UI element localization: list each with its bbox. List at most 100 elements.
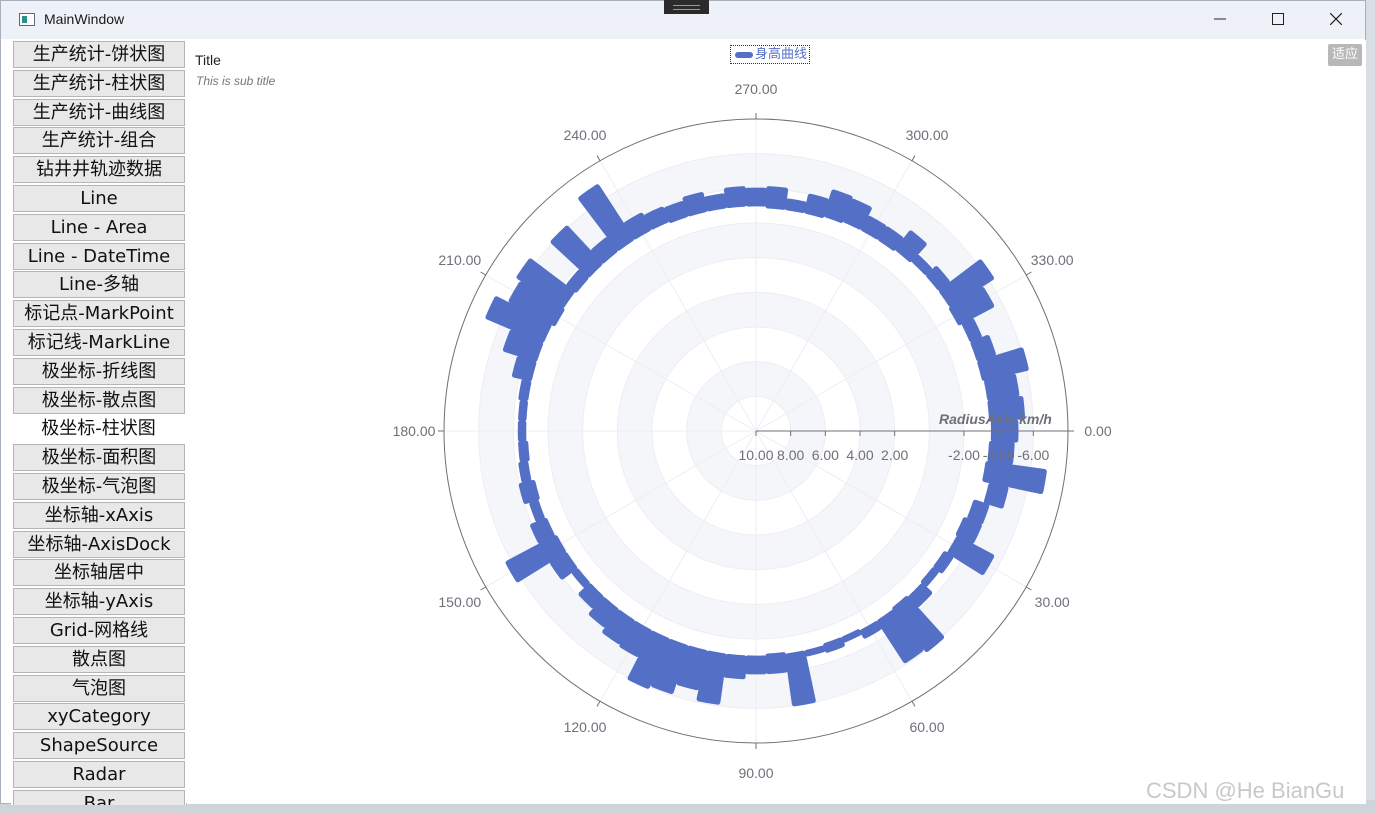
chart-subtitle: This is sub title: [196, 74, 276, 88]
angle-tick: [1025, 271, 1032, 276]
maximize-icon: [1272, 13, 1284, 25]
polar-bar: [878, 226, 904, 251]
polar-bar: [650, 639, 689, 694]
polar-bar: [983, 482, 1009, 509]
polar-bar: [518, 399, 528, 422]
polar-bar: [505, 535, 566, 583]
radius-tick-label: -6.00: [1017, 447, 1049, 463]
sidebar-item[interactable]: 标记点-MarkPoint: [13, 300, 185, 328]
legend-item[interactable]: 身高曲线: [730, 45, 811, 64]
sidebar-item[interactable]: 坐标轴-xAxis: [13, 501, 185, 529]
polar-bar: [619, 621, 652, 657]
radius-tick-label: 10.00: [738, 447, 773, 463]
polar-bar: [982, 461, 1047, 495]
sidebar-item[interactable]: Bar: [13, 789, 185, 805]
polar-bar: [920, 567, 939, 587]
sidebar-item[interactable]: 生产统计-曲线图: [13, 98, 185, 126]
close-button[interactable]: [1307, 1, 1365, 39]
sidebar-item[interactable]: 极坐标-散点图: [13, 386, 185, 414]
polar-bar: [602, 609, 635, 645]
sidebar-item[interactable]: 坐标轴-AxisDock: [13, 530, 185, 558]
polar-bar: [485, 296, 552, 343]
polar-bar: [908, 583, 933, 608]
polar-bar: [785, 650, 816, 707]
app-icon: [19, 13, 35, 26]
angle-tick: [480, 586, 487, 591]
polar-bar: [804, 193, 829, 219]
polar-bar: [550, 225, 603, 278]
polar-bar: [591, 237, 618, 264]
sidebar-item[interactable]: 极坐标-面积图: [13, 444, 185, 472]
sidebar-item[interactable]: Grid-网格线: [13, 616, 185, 644]
polar-bar: [644, 206, 670, 230]
polar-bar: [518, 460, 532, 483]
radius-tick-label: 6.00: [812, 447, 839, 463]
polar-bar: [911, 254, 933, 276]
angle-tick-label: 300.00: [906, 127, 949, 143]
close-icon: [1329, 12, 1343, 26]
angle-tick-label: 210.00: [438, 252, 481, 268]
sidebar-item[interactable]: Line-多轴: [13, 271, 185, 299]
sidebar-item[interactable]: 生产统计-组合: [13, 127, 185, 155]
polar-bar: [841, 629, 862, 643]
polar-bar: [961, 318, 982, 343]
sidebar-item[interactable]: 散点图: [13, 645, 185, 673]
sidebar-item[interactable]: 生产统计-饼状图: [13, 41, 185, 68]
radius-tick-label: -4.00: [983, 447, 1015, 463]
sidebar-item[interactable]: Line - DateTime: [13, 242, 185, 270]
legend-swatch: [735, 51, 753, 58]
radius-tick-label: -2.00: [948, 447, 980, 463]
sidebar-item[interactable]: 坐标轴居中: [13, 559, 185, 587]
polar-bar: [765, 652, 788, 675]
maximize-button[interactable]: [1249, 1, 1307, 39]
polar-bar: [955, 517, 982, 544]
polar-bar: [578, 583, 604, 609]
radius-tick-label: 4.00: [846, 447, 873, 463]
sidebar-item[interactable]: 极坐标-气泡图: [13, 472, 185, 500]
sidebar-item[interactable]: ShapeSource: [13, 732, 185, 760]
polar-bar: [938, 259, 994, 307]
angle-tick: [911, 700, 916, 707]
polar-bar: [987, 440, 1015, 465]
sidebar-item[interactable]: Line - Area: [13, 213, 185, 241]
title-bar: MainWindow: [1, 1, 1365, 39]
angle-tick: [911, 155, 916, 162]
sidebar-item[interactable]: 钻井井轨迹数据: [13, 156, 185, 184]
polar-bar: [518, 379, 532, 402]
minimize-button[interactable]: [1191, 1, 1249, 39]
polar-bar: [623, 212, 652, 240]
sidebar-item[interactable]: 生产统计-柱状图: [13, 69, 185, 97]
grid-spoke: [599, 160, 757, 432]
chart-title: Title: [195, 52, 221, 68]
window-drag-handle[interactable]: [664, 0, 709, 14]
angle-tick-label: 180.00: [393, 423, 436, 439]
fit-button[interactable]: 适应: [1328, 44, 1362, 66]
sidebar-item[interactable]: 极坐标-柱状图: [11, 415, 186, 443]
polar-bar-chart: 0.00 30.00 60.00 90.00 120.00 150.00 180.00 210…: [393, 81, 1112, 781]
polar-bar: [676, 645, 708, 691]
polar-bar: [566, 269, 589, 293]
polar-bar: [842, 198, 872, 230]
sidebar-item[interactable]: xyCategory: [13, 703, 185, 731]
sidebar-item[interactable]: 气泡图: [13, 674, 185, 702]
polar-bar: [723, 186, 747, 209]
radius-tick-label: 2.00: [881, 447, 908, 463]
sidebar-item[interactable]: Line: [13, 184, 185, 212]
window-title: MainWindow: [44, 11, 125, 27]
polar-bar: [784, 198, 807, 214]
sidebar-item[interactable]: 标记线-MarkLine: [13, 328, 185, 356]
angle-tick-label: 0.00: [1084, 423, 1111, 439]
legend-label: 身高曲线: [755, 47, 808, 62]
chart-panel: Title This is sub title 身高曲线 适应 0.00 30.0…: [187, 40, 1366, 804]
polar-bar: [511, 356, 537, 382]
sidebar-item[interactable]: 极坐标-折线图: [13, 357, 185, 385]
polar-bar: [704, 193, 727, 212]
angle-tick-label: 240.00: [564, 127, 607, 143]
polar-bar: [892, 595, 945, 653]
sidebar-item[interactable]: Radar: [13, 760, 185, 788]
sidebar-item[interactable]: 坐标轴-yAxis: [13, 588, 185, 616]
polar-bar: [663, 201, 689, 223]
polar-bar: [933, 551, 954, 574]
polar-bar: [508, 281, 565, 327]
